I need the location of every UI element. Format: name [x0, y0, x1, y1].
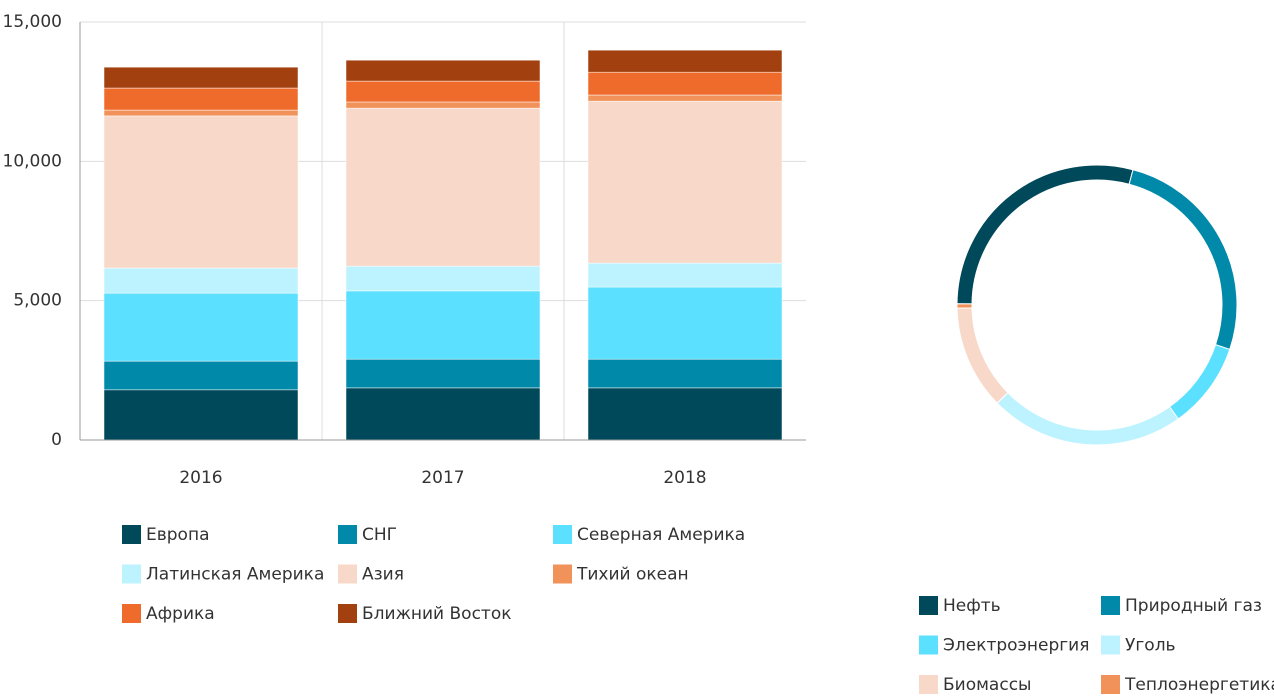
bar-segment: [345, 387, 541, 441]
legend-label: Европа: [146, 525, 209, 545]
legend-label: Электроэнергия: [943, 636, 1089, 656]
bar-segment: [103, 292, 299, 362]
legend-label: Теплоэнергетика: [1124, 675, 1274, 695]
bar-segment: [587, 94, 783, 102]
donut-slice: [1128, 169, 1238, 351]
legend-label: Уголь: [1125, 636, 1176, 656]
legend-label: Тихий океан: [576, 565, 689, 585]
legend-swatch: [122, 604, 141, 623]
bar-segment: [103, 389, 299, 441]
legend-swatch: [338, 564, 357, 584]
x-tick-label: 2018: [663, 468, 706, 488]
legend-swatch: [122, 564, 141, 584]
bar-segment: [345, 80, 541, 103]
bar-segment: [345, 107, 541, 267]
bar-segment: [103, 87, 299, 111]
bar-segment: [103, 267, 299, 294]
legend-label: Латинская Америка: [146, 565, 324, 585]
bar-segment: [587, 100, 783, 264]
bar-segment: [103, 109, 299, 117]
bar-segment: [345, 358, 541, 389]
donut-slice: [1168, 344, 1231, 420]
donut-slice: [956, 303, 973, 309]
legend-label: Природный газ: [1125, 596, 1262, 616]
legend-label: Ближний Восток: [362, 604, 512, 624]
bar-segment: [587, 286, 783, 360]
bar-segment: [345, 290, 541, 360]
y-tick-label: 5,000: [13, 291, 62, 311]
legend-label: Азия: [362, 565, 404, 585]
legend-swatch: [1101, 596, 1120, 615]
y-tick-label: 0: [51, 430, 62, 450]
donut-slice: [956, 307, 1009, 404]
bar-segment: [345, 265, 541, 292]
donut-slice: [996, 391, 1179, 446]
y-tick-label: 10,000: [3, 151, 62, 171]
bar-segment: [345, 59, 541, 82]
legend-swatch: [919, 675, 938, 694]
y-tick-label: 15,000: [3, 12, 62, 32]
bar-segment: [587, 262, 783, 288]
legend-swatch: [553, 525, 572, 544]
bar-segment: [587, 71, 783, 96]
legend-swatch: [919, 635, 938, 655]
legend-label: Африка: [146, 604, 215, 624]
legend-label: Северная Америка: [577, 525, 745, 545]
legend-swatch: [1101, 635, 1120, 655]
bar-segment: [103, 66, 299, 89]
legend-swatch: [338, 525, 357, 544]
legend-label: СНГ: [362, 525, 397, 545]
bar-segment: [587, 49, 783, 73]
bar-segment: [345, 101, 541, 109]
legend-swatch: [919, 596, 938, 615]
x-tick-label: 2017: [421, 468, 464, 488]
legend-swatch: [1101, 675, 1120, 694]
bar-segment: [587, 358, 783, 389]
bar-segment: [103, 360, 299, 391]
legend-swatch: [122, 525, 141, 544]
bar-segment: [587, 387, 783, 441]
legend-swatch: [553, 564, 572, 584]
x-tick-label: 2016: [179, 468, 222, 488]
legend-swatch: [338, 604, 357, 623]
donut-slice: [956, 164, 1134, 305]
bar-segment: [103, 115, 299, 269]
legend-label: Биомассы: [943, 675, 1031, 695]
legend-label: Нефть: [943, 596, 1001, 616]
